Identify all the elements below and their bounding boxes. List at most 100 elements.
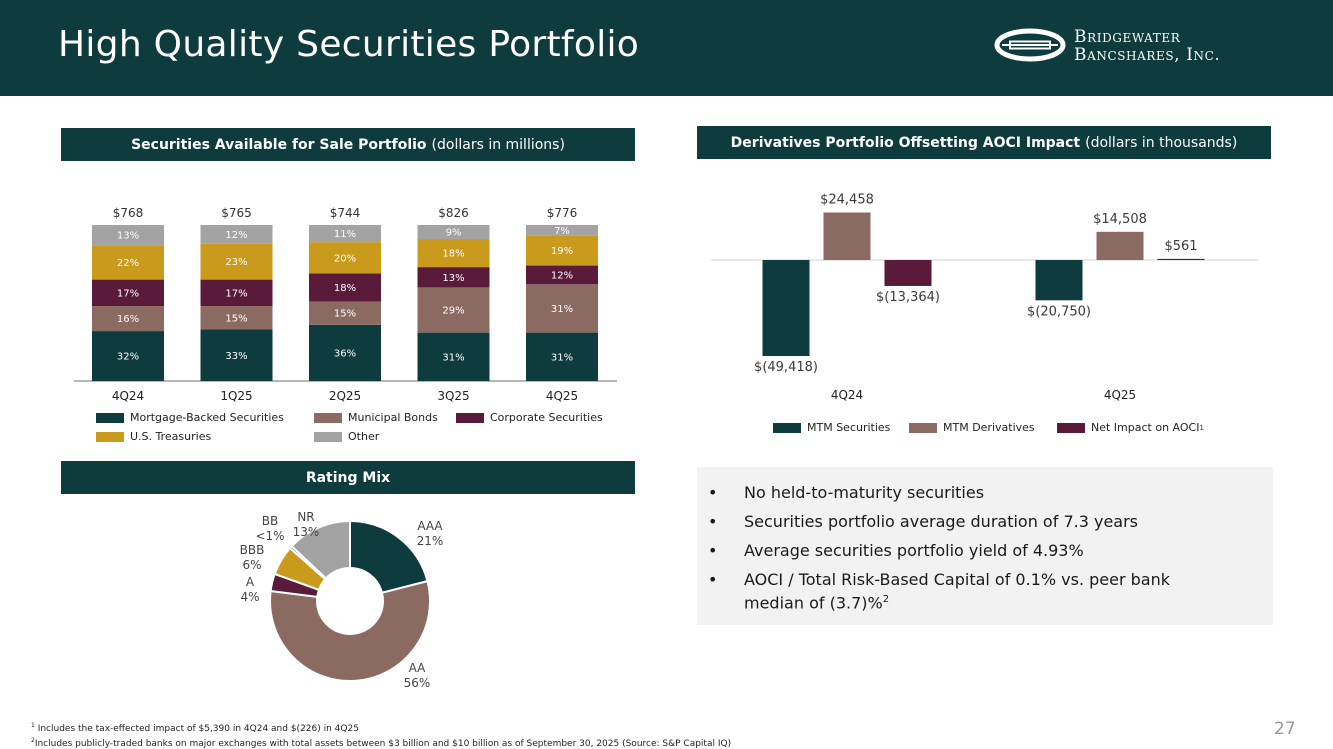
x-tick-label: 4Q24 xyxy=(831,388,863,402)
company-logo: Bridgewater Bancshares, Inc. xyxy=(992,25,1282,69)
x-tick-label: 3Q25 xyxy=(437,389,469,403)
bullet-item: AOCI / Total Risk-Based Capital of 0.1% … xyxy=(705,570,1253,613)
bar-segment xyxy=(309,273,381,302)
derivatives-bar-chart: $(49,418) $24,458 $(13,364) 4Q24 $(20,750) $1… xyxy=(711,192,1258,402)
slice-value-label: 6% xyxy=(242,558,261,572)
footnote-2: 2Includes publicly-traded banks on major… xyxy=(31,735,731,749)
legend-swatch xyxy=(96,431,124,442)
bullet-text: No held-to-maturity securities xyxy=(744,483,985,502)
bar-segment xyxy=(526,235,598,266)
slice-name-label: BBB xyxy=(240,543,265,557)
rating-section-title: Rating Mix xyxy=(305,469,391,486)
afs-section-header: Securities Available for Sale Portfolio … xyxy=(61,128,635,161)
bar-segment xyxy=(200,329,273,381)
slice-name-label: NR xyxy=(297,510,314,524)
segment-label: 13% xyxy=(117,231,139,242)
legend-label: Other xyxy=(348,430,380,443)
bar-total-label: $826 xyxy=(438,206,469,220)
segment-label: 7% xyxy=(554,226,570,237)
segment-label: 9% xyxy=(446,228,462,239)
footnotes: 1 Includes the tax-effected impact of $5… xyxy=(31,720,731,749)
slice-name-label: AA xyxy=(409,661,427,675)
legend-item-other: Other xyxy=(314,430,379,443)
bar-segment xyxy=(92,279,164,307)
slice-name-label: A xyxy=(246,575,255,589)
derivatives-legend: MTM Securities MTM Derivatives Net Impac… xyxy=(773,421,1253,437)
bar-segment xyxy=(200,225,273,244)
slice-value-label: 13% xyxy=(293,525,320,539)
legend-label: Net Impact on AOCI xyxy=(1091,421,1200,434)
afs-section-note: (dollars in millions) xyxy=(431,136,565,153)
legend-item-mtm-derivatives: MTM Derivatives xyxy=(909,421,1035,434)
logo-line-2: Bancshares, Inc. xyxy=(1074,45,1221,65)
legend-swatch xyxy=(1057,422,1085,433)
donut-slice xyxy=(269,579,431,682)
legend-label: Mortgage-Backed Securities xyxy=(130,411,284,424)
afs-stacked-bar-chart: 32% 16% 17% 22% 13% $768 4Q24 33% 15% 17% 23% 12% $7… xyxy=(74,206,617,403)
bar-segment xyxy=(417,239,490,268)
segment-label: 29% xyxy=(442,306,464,317)
bar-segment xyxy=(200,306,273,330)
bar-segment xyxy=(526,225,598,236)
x-tick-label: 4Q25 xyxy=(546,389,578,403)
segment-label: 36% xyxy=(334,348,356,359)
segment-label: 12% xyxy=(551,270,573,281)
bar-total-label: $768 xyxy=(113,206,144,220)
slice-value-label: 4% xyxy=(240,590,259,604)
slice-name-label: AAA xyxy=(417,519,443,533)
footnote-number: 1 xyxy=(31,722,35,729)
bar xyxy=(1096,231,1144,260)
derivatives-section-note: (dollars in thousands) xyxy=(1085,134,1238,151)
slice-name-label: BB xyxy=(262,514,278,528)
rating-section-header: Rating Mix xyxy=(61,461,635,494)
bar xyxy=(823,212,871,260)
segment-label: 13% xyxy=(442,273,464,284)
bullet-item: Average securities portfolio yield of 4.… xyxy=(705,541,1253,561)
bar-segment xyxy=(200,279,273,307)
bar-value-label: $14,508 xyxy=(1093,212,1147,227)
legend-item-mtm-securities: MTM Securities xyxy=(773,421,890,434)
donut-slice xyxy=(349,519,429,595)
bullet-text: Securities portfolio average duration of… xyxy=(744,512,1138,531)
bar-total-label: $776 xyxy=(547,206,578,220)
bar xyxy=(1157,258,1205,260)
bar-segment xyxy=(526,332,598,381)
legend-swatch xyxy=(96,412,124,423)
bar-value-label: $(49,418) xyxy=(754,360,818,375)
segment-label: 33% xyxy=(225,351,247,362)
bar-segment xyxy=(309,225,381,243)
legend-swatch xyxy=(314,412,342,423)
bullet-item: Securities portfolio average duration of… xyxy=(705,512,1253,532)
bar-total-label: $744 xyxy=(330,206,361,220)
legend-swatch xyxy=(773,422,801,433)
bar-segment xyxy=(417,287,490,333)
key-points-list: No held-to-maturity securities Securitie… xyxy=(705,483,1253,613)
legend-label: U.S. Treasuries xyxy=(130,430,212,443)
bullet-text: Average securities portfolio yield of 4.… xyxy=(744,541,1084,560)
x-tick-label: 2Q25 xyxy=(329,389,361,403)
x-tick-label: 4Q25 xyxy=(1104,388,1136,402)
bullet-item: No held-to-maturity securities xyxy=(705,483,1253,503)
page-number: 27 xyxy=(1274,719,1296,739)
bar-segment xyxy=(526,284,598,333)
derivatives-section-title: Derivatives Portfolio Offsetting AOCI Im… xyxy=(730,134,1081,151)
bullet-text: AOCI / Total Risk-Based Capital of 0.1% … xyxy=(744,570,1171,613)
afs-section-title: Securities Available for Sale Portfolio xyxy=(131,136,427,153)
slice-value-label: <1% xyxy=(255,529,284,543)
slice-value-label: 21% xyxy=(417,534,444,548)
legend-item-mbs: Mortgage-Backed Securities xyxy=(96,411,284,424)
segment-label: 17% xyxy=(225,288,247,299)
segment-label: 18% xyxy=(334,283,356,294)
legend-swatch xyxy=(314,431,342,442)
logo-mark-icon xyxy=(994,28,1066,62)
bar-segment xyxy=(526,265,598,285)
legend-footnote-ref: 1 xyxy=(1199,423,1204,432)
segment-label: 11% xyxy=(334,229,356,240)
derivatives-section-header: Derivatives Portfolio Offsetting AOCI Im… xyxy=(697,126,1271,159)
key-points-box: No held-to-maturity securities Securitie… xyxy=(697,467,1273,625)
segment-label: 20% xyxy=(334,253,356,264)
segment-label: 19% xyxy=(551,246,573,257)
bullet-footnote-ref: 2 xyxy=(882,594,890,605)
segment-label: 23% xyxy=(225,257,247,268)
